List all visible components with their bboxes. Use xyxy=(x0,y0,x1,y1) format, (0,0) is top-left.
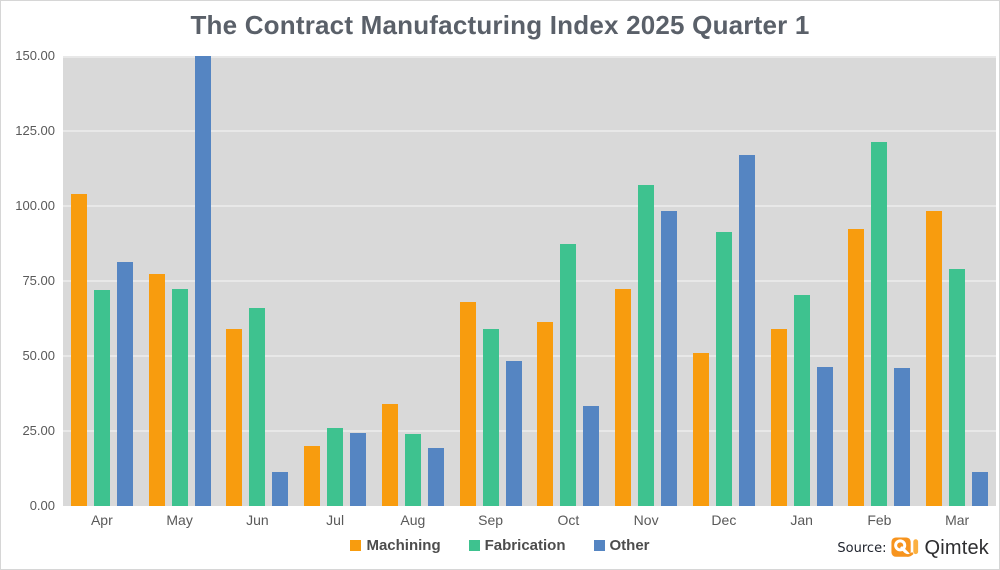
gridline xyxy=(63,280,996,282)
source-label: Source: xyxy=(837,540,887,556)
bar-group-jul xyxy=(296,56,374,506)
legend-label: Fabrication xyxy=(484,537,566,554)
legend-item-machining: Machining xyxy=(350,537,441,554)
plot-area xyxy=(63,56,996,506)
x-tick-label-oct: Oct xyxy=(557,512,580,528)
x-tick-label-jan: Jan xyxy=(790,512,813,528)
x-tick-label-feb: Feb xyxy=(867,512,892,528)
bar-group-feb xyxy=(841,56,919,506)
bar-fabrication-jan xyxy=(793,294,810,506)
bar-machining-mar xyxy=(926,210,943,506)
bar-fabrication-mar xyxy=(949,269,966,506)
y-tick-label: 25.00 xyxy=(22,423,55,438)
bar-machining-oct xyxy=(537,321,554,506)
bar-other-jun xyxy=(272,471,289,506)
bar-other-oct xyxy=(583,405,600,506)
bar-machining-sep xyxy=(459,302,476,506)
bar-machining-nov xyxy=(615,288,632,506)
y-tick-label: 125.00 xyxy=(15,123,55,138)
bar-fabrication-feb xyxy=(871,141,888,506)
bar-other-nov xyxy=(661,210,678,506)
x-tick-label-mar: Mar xyxy=(945,512,970,528)
x-tick-label-apr: Apr xyxy=(90,512,113,528)
bar-machining-jul xyxy=(304,446,321,506)
legend-item-other: Other xyxy=(593,537,650,554)
x-tick-label-aug: Aug xyxy=(400,512,426,528)
bar-other-dec xyxy=(738,155,755,506)
bar-group-oct xyxy=(530,56,608,506)
bar-machining-dec xyxy=(692,353,709,506)
bar-other-may xyxy=(194,56,211,506)
bar-other-mar xyxy=(972,471,989,506)
y-tick-label: 50.00 xyxy=(22,348,55,363)
bar-fabrication-jul xyxy=(327,428,344,506)
bar-other-sep xyxy=(505,360,522,506)
x-axis: Apr May Jun Jul Aug Sep Oct Nov Dec Jan Feb Mar xyxy=(63,512,996,528)
x-tick-label-dec: Dec xyxy=(711,512,737,528)
gridline xyxy=(63,355,996,357)
bar-other-jan xyxy=(816,366,833,506)
y-tick-label: 0.00 xyxy=(29,498,55,513)
bar-machining-may xyxy=(148,273,165,506)
source-attribution: Source: Qimtek xyxy=(837,536,989,560)
bar-fabrication-aug xyxy=(404,434,421,506)
legend-item-fabrication: Fabrication xyxy=(468,537,566,554)
bar-group-mar xyxy=(918,56,996,506)
bar-other-jul xyxy=(350,432,367,506)
x-tick-label-may: May xyxy=(166,512,193,528)
bar-fabrication-dec xyxy=(715,231,732,506)
bar-fabrication-may xyxy=(171,288,188,506)
bar-group-jan xyxy=(763,56,841,506)
bar-group-dec xyxy=(685,56,763,506)
x-tick-label-nov: Nov xyxy=(633,512,659,528)
legend-swatch-icon xyxy=(350,540,362,551)
x-tick-label-sep: Sep xyxy=(478,512,504,528)
y-tick-label: 75.00 xyxy=(22,273,55,288)
bar-group-aug xyxy=(374,56,452,506)
chart-title: The Contract Manufacturing Index 2025 Qu… xyxy=(190,10,810,40)
y-tick-label: 100.00 xyxy=(15,198,55,213)
bar-machining-jun xyxy=(226,329,243,506)
bar-fabrication-sep xyxy=(482,329,499,506)
bar-machining-aug xyxy=(381,404,398,506)
x-tick-label-jun: Jun xyxy=(246,512,269,528)
gridline xyxy=(63,130,996,132)
brand-name: Qimtek xyxy=(924,536,989,559)
legend-swatch-icon xyxy=(468,540,480,551)
bar-group-sep xyxy=(452,56,530,506)
bar-machining-feb xyxy=(848,228,865,506)
bar-machining-apr xyxy=(70,194,87,506)
bar-fabrication-jun xyxy=(249,308,266,506)
gridline xyxy=(63,430,996,432)
gridline xyxy=(63,205,996,207)
bar-fabrication-oct xyxy=(560,243,577,506)
bar-other-apr xyxy=(116,261,133,506)
bar-fabrication-nov xyxy=(638,185,655,506)
bar-group-nov xyxy=(607,56,685,506)
legend-label: Machining xyxy=(366,537,441,554)
bar-other-feb xyxy=(894,368,911,506)
bar-groups xyxy=(63,56,996,506)
bar-other-aug xyxy=(427,447,444,506)
y-tick-label: 150.00 xyxy=(15,48,55,63)
bar-machining-jan xyxy=(770,329,787,506)
qimtek-logo-icon xyxy=(891,536,919,560)
legend-label: Other xyxy=(609,537,650,554)
x-tick-label-jul: Jul xyxy=(326,512,345,528)
bar-group-jun xyxy=(219,56,297,506)
bar-group-may xyxy=(141,56,219,506)
bar-fabrication-apr xyxy=(93,290,110,506)
legend: Machining Fabrication Other xyxy=(1,537,999,554)
legend-swatch-icon xyxy=(593,540,605,551)
bar-group-apr xyxy=(63,56,141,506)
gridline xyxy=(63,56,996,58)
y-axis: 0.00 25.00 50.00 75.00 100.00 125.00 150.00 xyxy=(1,48,55,513)
